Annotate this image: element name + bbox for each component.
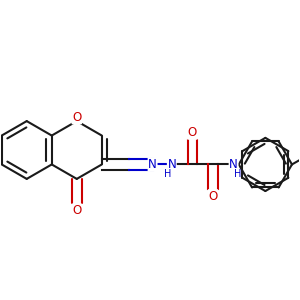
Text: O: O xyxy=(72,204,81,217)
Text: H: H xyxy=(234,169,241,178)
Text: O: O xyxy=(72,111,81,124)
Text: N: N xyxy=(167,158,176,171)
Text: H: H xyxy=(164,169,172,179)
Text: N: N xyxy=(148,158,157,171)
Text: N: N xyxy=(229,158,238,171)
Text: O: O xyxy=(208,190,217,203)
Text: O: O xyxy=(188,126,197,139)
